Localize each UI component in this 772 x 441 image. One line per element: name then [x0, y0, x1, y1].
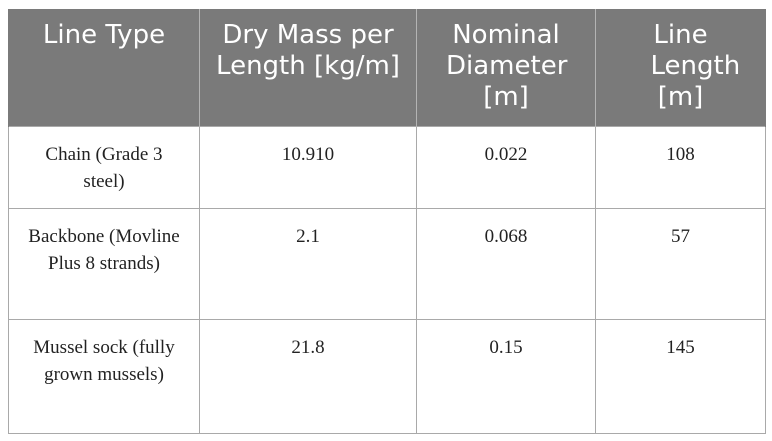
- header-line-type-label: Line Type: [42, 20, 166, 50]
- cell-line-length: 145: [595, 318, 766, 434]
- header-line-length: Line Length [m]: [595, 9, 766, 126]
- header-row: Line Type Dry Mass per Length [kg/m] Nom…: [8, 9, 766, 126]
- nominal-diameter-text: 0.022: [484, 143, 528, 165]
- header-line-type: Line Type: [8, 9, 200, 126]
- cell-line-type: Chain (Grade 3 steel): [8, 125, 200, 209]
- header-nominal-diameter-label: Nominal Diameter [m]: [446, 20, 568, 112]
- header-dry-mass-per-length: Dry Mass per Length [kg/m]: [199, 9, 417, 126]
- line-length-text: 108: [666, 143, 695, 165]
- cell-dry-mass: 10.910: [199, 125, 417, 209]
- table-body: Chain (Grade 3 steel) 10.910 0.022 108 B…: [8, 125, 766, 434]
- cell-nominal-diameter: 0.15: [416, 318, 596, 434]
- table-row: Mussel sock (fully grown mussels) 21.8 0…: [8, 318, 766, 434]
- line-type-text: Mussel sock (fully grown mussels): [33, 336, 175, 385]
- header-nominal-diameter: Nominal Diameter [m]: [416, 9, 596, 126]
- cell-line-length: 108: [595, 125, 766, 209]
- header-dry-mass-per-length-label: Dry Mass per Length [kg/m]: [216, 20, 400, 81]
- cell-nominal-diameter: 0.068: [416, 207, 596, 320]
- table-row: Backbone (Movline Plus 8 strands) 2.1 0.…: [8, 207, 766, 320]
- nominal-diameter-text: 0.15: [489, 336, 523, 358]
- table-row: Chain (Grade 3 steel) 10.910 0.022 108: [8, 125, 766, 209]
- cell-line-length: 57: [595, 207, 766, 320]
- mooring-line-properties-table: Line Type Dry Mass per Length [kg/m] Nom…: [8, 9, 766, 434]
- cell-nominal-diameter: 0.022: [416, 125, 596, 209]
- dry-mass-text: 21.8: [291, 336, 325, 358]
- cell-line-type: Backbone (Movline Plus 8 strands): [8, 207, 200, 320]
- line-length-text: 57: [671, 225, 690, 247]
- line-length-text: 145: [666, 336, 695, 358]
- table-header: Line Type Dry Mass per Length [kg/m] Nom…: [8, 9, 766, 126]
- line-type-text: Chain (Grade 3 steel): [45, 143, 163, 192]
- cell-dry-mass: 2.1: [199, 207, 417, 320]
- line-type-text: Backbone (Movline Plus 8 strands): [28, 225, 180, 274]
- cell-dry-mass: 21.8: [199, 318, 417, 434]
- nominal-diameter-text: 0.068: [484, 225, 528, 247]
- cell-line-type: Mussel sock (fully grown mussels): [8, 318, 200, 434]
- dry-mass-text: 10.910: [281, 143, 335, 165]
- dry-mass-text: 2.1: [296, 225, 320, 247]
- header-line-length-label: Line Length [m]: [650, 20, 741, 112]
